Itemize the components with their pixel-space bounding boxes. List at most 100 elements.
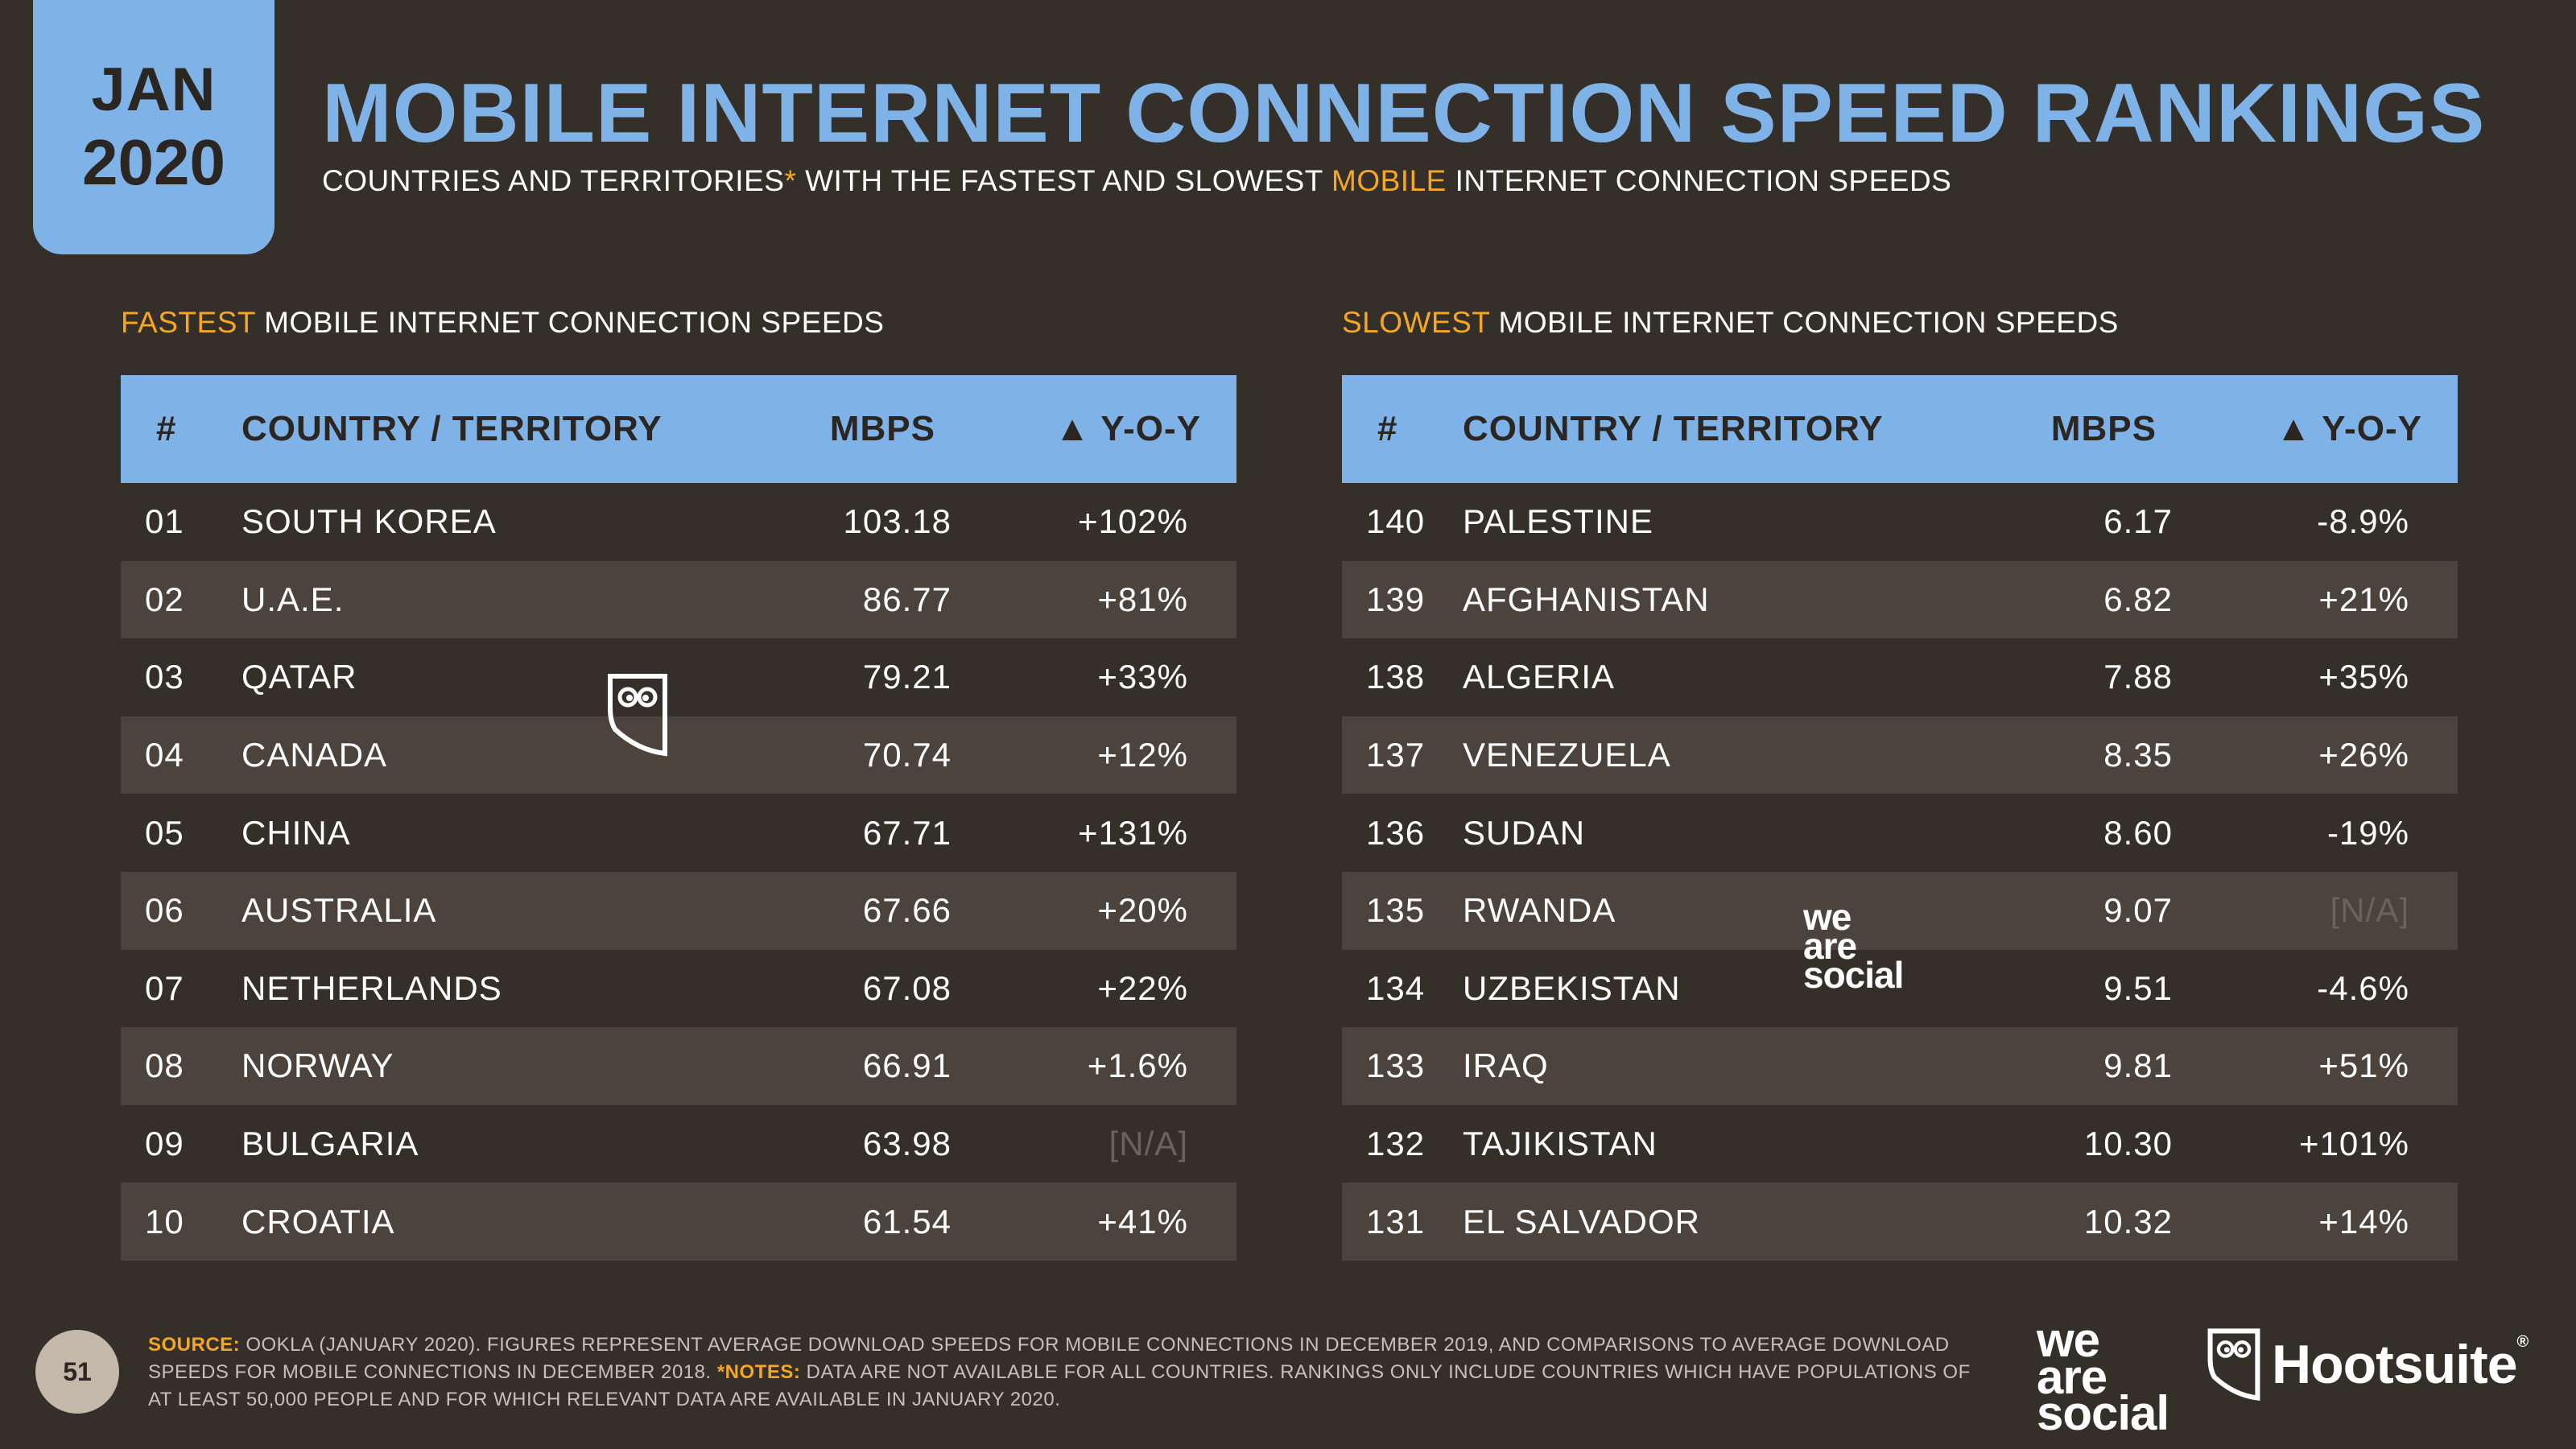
yoy-cell: +51% <box>2318 1046 2409 1085</box>
page-number: 51 <box>35 1330 119 1414</box>
table-row: 08 NORWAY 66.91 +1.6% <box>121 1027 1236 1105</box>
table-row: 138 ALGERIA 7.88 +35% <box>1342 638 2458 716</box>
was-logo-word: social <box>2037 1386 2169 1441</box>
rank-cell: 10 <box>145 1202 184 1241</box>
yoy-cell: +35% <box>2318 658 2409 696</box>
yoy-cell: +102% <box>1078 502 1188 541</box>
we-are-social-logo: we are social <box>2037 1313 2169 1441</box>
table-row: 09 BULGARIA 63.98 [N/A] <box>121 1105 1236 1183</box>
mbps-cell: 67.71 <box>862 813 952 852</box>
hootsuite-owl-watermark-icon <box>608 674 667 757</box>
country-cell: VENEZUELA <box>1463 736 1671 774</box>
country-cell: CHINA <box>242 813 351 852</box>
we-are-social-watermark: we are social <box>1803 896 1904 993</box>
country-cell: PALESTINE <box>1463 502 1653 541</box>
yoy-cell: +81% <box>1097 580 1188 618</box>
table-row: 03 QATAR 79.21 +33% <box>121 638 1236 716</box>
mbps-cell: 67.66 <box>862 891 952 930</box>
country-cell: NETHERLANDS <box>242 968 502 1007</box>
subtitle-highlight: MOBILE <box>1331 164 1447 197</box>
mbps-cell: 70.74 <box>862 736 952 774</box>
mbps-cell: 103.18 <box>843 502 952 541</box>
rank-cell: 04 <box>145 736 184 774</box>
mbps-cell: 9.81 <box>2103 1046 2173 1085</box>
page-subtitle: COUNTRIES AND TERRITORIES* WITH THE FAST… <box>322 164 1951 198</box>
rank-cell: 02 <box>145 580 184 618</box>
col-header-yoy: ▲ Y-O-Y <box>1055 409 1201 448</box>
subtitle-star: * <box>784 164 797 197</box>
col-header-country: COUNTRY / TERRITORY <box>242 409 663 448</box>
subtitle-part-a: COUNTRIES AND TERRITORIES <box>322 164 785 197</box>
was-word: we <box>1803 896 1852 938</box>
country-cell: AFGHANISTAN <box>1463 580 1710 618</box>
table-row: 137 VENEZUELA 8.35 +26% <box>1342 716 2458 795</box>
table-row: 04 CANADA 70.74 +12% <box>121 716 1236 795</box>
slowest-title-rest: MOBILE INTERNET CONNECTION SPEEDS <box>1489 306 2119 339</box>
was-logo-word: are <box>2037 1349 2107 1404</box>
mbps-cell: 9.07 <box>2103 891 2173 930</box>
mbps-cell: 61.54 <box>862 1202 952 1241</box>
col-header-rank: # <box>1377 409 1398 448</box>
yoy-cell: +12% <box>1097 736 1188 774</box>
table-row: 134 UZBEKISTAN 9.51 -4.6% <box>1342 950 2458 1028</box>
yoy-cell: +20% <box>1097 891 1188 930</box>
source-notes: SOURCE: OOKLA (JANUARY 2020). FIGURES RE… <box>148 1331 1984 1414</box>
badge-month: JAN <box>91 56 217 125</box>
hootsuite-wordmark: Hootsuite® <box>2272 1333 2529 1396</box>
rank-cell: 135 <box>1366 891 1426 930</box>
country-cell: QATAR <box>242 658 357 696</box>
slowest-table: # COUNTRY / TERRITORY MBPS ▲ Y-O-Y 140 PA… <box>1342 375 2458 1261</box>
mbps-cell: 63.98 <box>862 1125 952 1163</box>
country-cell: IRAQ <box>1463 1046 1549 1085</box>
mbps-cell: 7.88 <box>2103 658 2173 696</box>
yoy-cell: [N/A] <box>2330 891 2409 930</box>
yoy-cell: +131% <box>1078 813 1188 852</box>
yoy-cell: -8.9% <box>2317 502 2409 541</box>
col-header-yoy: ▲ Y-O-Y <box>2276 409 2422 448</box>
fastest-table: # COUNTRY / TERRITORY MBPS ▲ Y-O-Y 01 SOU… <box>121 375 1236 1261</box>
country-cell: CANADA <box>242 736 388 774</box>
table-row: 136 SUDAN 8.60 -19% <box>1342 794 2458 872</box>
subtitle-part-c: INTERNET CONNECTION SPEEDS <box>1446 164 1952 197</box>
notes-text: DATA ARE NOT AVAILABLE FOR ALL COUNTRIES… <box>148 1361 1971 1411</box>
hootsuite-registered: ® <box>2516 1333 2529 1351</box>
table-row: 10 CROATIA 61.54 +41% <box>121 1183 1236 1261</box>
mbps-cell: 66.91 <box>862 1046 952 1085</box>
badge-year: 2020 <box>82 126 225 198</box>
rank-cell: 08 <box>145 1046 184 1085</box>
table-row: 05 CHINA 67.71 +131% <box>121 794 1236 872</box>
table-row: 132 TAJIKISTAN 10.30 +101% <box>1342 1105 2458 1183</box>
yoy-cell: +26% <box>2318 736 2409 774</box>
source-text: OOKLA (JANUARY 2020). FIGURES REPRESENT … <box>148 1334 1950 1384</box>
mbps-cell: 8.35 <box>2103 736 2173 774</box>
table-row: 131 EL SALVADOR 10.32 +14% <box>1342 1183 2458 1261</box>
table-row: 133 IRAQ 9.81 +51% <box>1342 1027 2458 1105</box>
was-logo-word: we <box>2037 1313 2100 1367</box>
country-cell: NORWAY <box>242 1046 394 1085</box>
date-badge: JAN 2020 <box>33 0 275 254</box>
mbps-cell: 6.82 <box>2103 580 2173 618</box>
rank-cell: 139 <box>1366 580 1426 618</box>
mbps-cell: 67.08 <box>862 968 952 1007</box>
subtitle-part-b: WITH THE FASTEST AND SLOWEST <box>796 164 1332 197</box>
table-row: 01 SOUTH KOREA 103.18 +102% <box>121 483 1236 561</box>
yoy-cell: +14% <box>2318 1202 2409 1241</box>
yoy-cell: +33% <box>1097 658 1188 696</box>
mbps-cell: 10.32 <box>2083 1202 2173 1241</box>
slowest-title-highlight: SLOWEST <box>1342 306 1490 339</box>
country-cell: SUDAN <box>1463 813 1586 852</box>
mbps-cell: 79.21 <box>862 658 952 696</box>
hootsuite-name: Hootsuite <box>2272 1334 2518 1395</box>
yoy-cell: -19% <box>2326 813 2409 852</box>
source-label: SOURCE: <box>148 1334 241 1356</box>
country-cell: ALGERIA <box>1463 658 1616 696</box>
col-header-country: COUNTRY / TERRITORY <box>1463 409 1884 448</box>
rank-cell: 136 <box>1366 813 1426 852</box>
country-cell: BULGARIA <box>242 1125 419 1163</box>
country-cell: SOUTH KOREA <box>242 502 497 541</box>
yoy-cell: +22% <box>1097 968 1188 1007</box>
mbps-cell: 86.77 <box>862 580 952 618</box>
was-word: are <box>1803 924 1857 967</box>
rank-cell: 137 <box>1366 736 1426 774</box>
fastest-section-title: FASTEST MOBILE INTERNET CONNECTION SPEED… <box>121 306 884 340</box>
